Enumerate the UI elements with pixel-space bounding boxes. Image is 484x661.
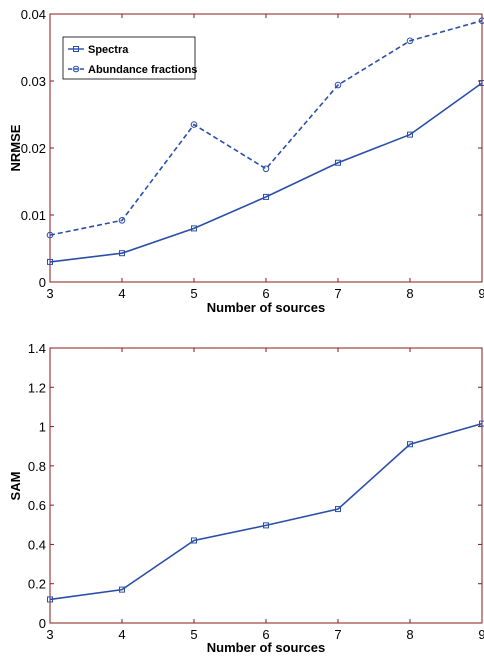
sam-ytick-label: 0.8 — [28, 459, 46, 474]
nrmse-series-2-point — [478, 17, 484, 24]
sam-series-1-point — [119, 586, 125, 593]
sam-xtick-label: 9 — [478, 627, 484, 642]
legend-abundance-label: Abundance fractions — [88, 64, 197, 76]
sam-series-1-point — [191, 537, 197, 544]
sam-xtick-label: 7 — [334, 627, 341, 642]
sam-xtick-label: 3 — [46, 627, 53, 642]
nrmse-ytick-label: 0.04 — [21, 7, 46, 22]
nrmse-plot: Number of sources NRMSE Spectra Abundanc… — [8, 7, 484, 315]
nrmse-ylabel: NRMSE — [8, 124, 23, 171]
nrmse-series-1-point — [47, 258, 53, 265]
nrmse-series-2-point — [118, 217, 126, 224]
legend: Spectra Abundance fractions — [62, 36, 197, 80]
sam-ytick-label: 1 — [39, 420, 46, 435]
nrmse-series-1-line — [49, 82, 483, 263]
sam-ytick-label: 0.6 — [28, 498, 46, 513]
legend-spectra-marker — [73, 46, 79, 52]
nrmse-series-2-point — [406, 37, 414, 45]
nrmse-series-1-point — [263, 193, 269, 200]
nrmse-series-1-point — [191, 225, 197, 232]
nrmse-series-2-line — [49, 19, 483, 236]
legend-abundance-marker — [72, 65, 80, 73]
nrmse-series-2-point — [334, 81, 342, 89]
sam-ytick-label: 0.4 — [28, 537, 46, 552]
nrmse-ytick-label: 0.02 — [21, 141, 46, 156]
nrmse-series-1-point — [407, 131, 413, 138]
sam-ytick-label: 0 — [39, 616, 46, 631]
nrmse-xtick-label: 3 — [46, 286, 53, 301]
legend-spectra-label: Spectra — [88, 44, 129, 56]
sam-ytick-label: 0.2 — [28, 577, 46, 592]
sam-ytick-label: 1.4 — [28, 341, 46, 356]
sam-plot: Number of sources SAM 3 4 5 6 7 8 9 0 0.2 0.4 0.6 0… — [8, 341, 484, 655]
sam-series-1-point — [335, 506, 341, 513]
nrmse-series-1-point — [479, 80, 484, 87]
nrmse-xtick-label: 7 — [334, 286, 341, 301]
nrmse-xlabel: Number of sources — [207, 300, 325, 315]
sam-axes-frame — [49, 347, 483, 624]
nrmse-ytick-label: 0.01 — [21, 208, 46, 223]
nrmse-series-1-point — [335, 159, 341, 166]
nrmse-xtick-label: 6 — [262, 286, 269, 301]
nrmse-series-2-point — [46, 231, 54, 239]
sam-series-1-point — [479, 420, 484, 427]
nrmse-ytick-label: 0.03 — [21, 74, 46, 89]
nrmse-xtick-label: 9 — [478, 286, 484, 301]
nrmse-series-1-point — [119, 250, 125, 257]
legend-box — [62, 36, 196, 80]
sam-series-1-point — [407, 441, 413, 448]
sam-series-1-line — [49, 422, 483, 601]
sam-series-1-point — [263, 522, 269, 529]
sam-ytick-label: 1.2 — [28, 380, 46, 395]
nrmse-xtick-label: 5 — [190, 286, 197, 301]
nrmse-series-2-point — [190, 121, 198, 128]
nrmse-xtick-label: 8 — [406, 286, 413, 301]
nrmse-series-2-point — [262, 165, 270, 173]
sam-xlabel: Number of sources — [207, 640, 325, 655]
nrmse-xtick-label: 4 — [118, 286, 125, 301]
sam-xtick-label: 5 — [190, 627, 197, 642]
sam-series-1-point — [47, 596, 53, 603]
sam-xtick-label: 6 — [262, 627, 269, 642]
sam-ylabel: SAM — [8, 472, 23, 501]
sam-xtick-label: 4 — [118, 627, 125, 642]
sam-xtick-label: 8 — [406, 627, 413, 642]
nrmse-ytick-label: 0 — [39, 275, 46, 290]
